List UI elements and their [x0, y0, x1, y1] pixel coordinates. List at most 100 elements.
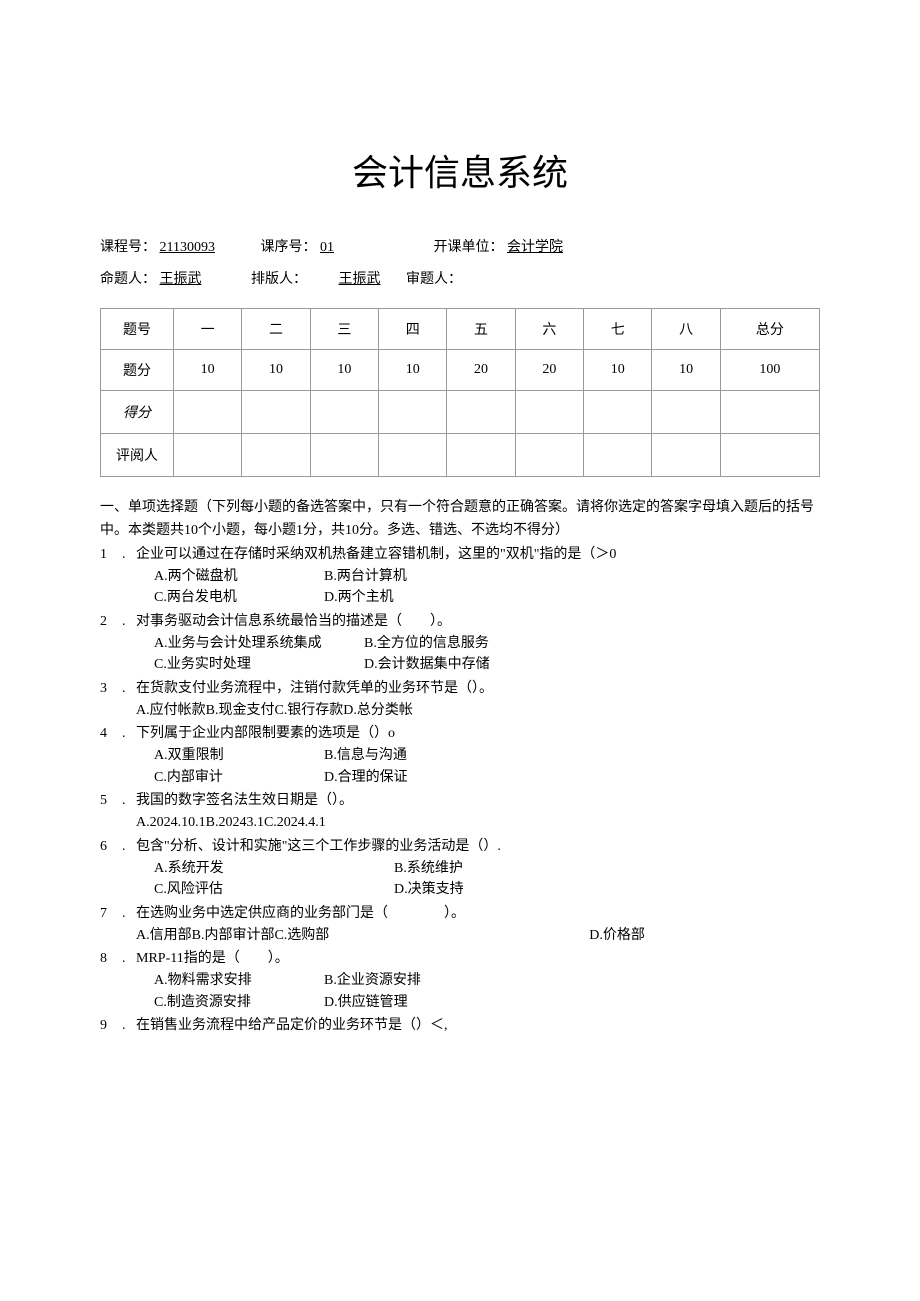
points-2: 10 [242, 350, 310, 391]
question-dot: . [122, 611, 136, 676]
option-cell: B.系统维护 [394, 858, 634, 880]
question-body: 下列属于企业内部限制要素的选项是（）oA.双重限制B.信息与沟通C.内部审计D.… [136, 723, 820, 788]
question-dot: . [122, 790, 136, 833]
score-cell [447, 391, 515, 434]
meta-row-2: 命题人： 王振武 排版人： 王振武 审题人： [100, 268, 820, 288]
option-cell: D.决策支持 [394, 879, 634, 901]
typeset-label: 排版人： [251, 268, 307, 288]
marker-cell [447, 434, 515, 477]
question-stem: MRP-11指的是（ ）。 [136, 948, 820, 970]
question-inline-options: A.信用部B.内部审计部C.选购部D.价格部 [136, 925, 820, 947]
th-qno: 题号 [101, 309, 174, 350]
points-8: 10 [652, 350, 720, 391]
marker-label: 评阅人 [101, 434, 174, 477]
question-dot: . [122, 1015, 136, 1037]
question-body: 对事务驱动会计信息系统最恰当的描述是（ ）。A.业务与会计处理系统集成B.全方位… [136, 611, 820, 676]
seq-no-label: 课序号： [260, 236, 316, 256]
score-cell [174, 391, 242, 434]
question-body: 在销售业务流程中给产品定价的业务环节是（）＜, [136, 1015, 820, 1037]
option-cell: C.风险评估 [154, 879, 394, 901]
option-cell: A.系统开发 [154, 858, 394, 880]
question-stem: 对事务驱动会计信息系统最恰当的描述是（ ）。 [136, 611, 820, 633]
question-number: 6 [100, 836, 122, 901]
question-item: 9.在销售业务流程中给产品定价的业务环节是（）＜, [100, 1015, 820, 1037]
question-inline-options: A.应付帐款B.现金支付C.银行存款D.总分类帐 [136, 700, 820, 722]
question-item: 4.下列属于企业内部限制要素的选项是（）oA.双重限制B.信息与沟通C.内部审计… [100, 723, 820, 788]
points-7: 10 [584, 350, 652, 391]
dept-value: 会计学院 [507, 236, 563, 256]
table-score-row: 得分 [101, 391, 820, 434]
table-header-row: 题号 一 二 三 四 五 六 七 八 总分 [101, 309, 820, 350]
th-7: 七 [584, 309, 652, 350]
course-no-label: 课程号： [100, 236, 156, 256]
th-2: 二 [242, 309, 310, 350]
questions-list: 1.企业可以通过在存储时采纳双机热备建立容错机制，这里的"双机"指的是（＞0A.… [100, 544, 820, 1037]
meta-row-1: 课程号： 21130093 课序号： 01 开课单位： 会计学院 [100, 236, 820, 256]
question-item: 5.我国的数字签名法生效日期是（）。A.2024.10.1B.20243.1C.… [100, 790, 820, 833]
score-cell [720, 391, 819, 434]
score-cell [515, 391, 583, 434]
option-row: A.系统开发B.系统维护 [154, 858, 820, 880]
option-row: C.制造资源安排D.供应链管理 [154, 992, 820, 1014]
question-stem: 下列属于企业内部限制要素的选项是（）o [136, 723, 820, 745]
option-cell: A.物料需求安排 [154, 970, 324, 992]
points-1: 10 [174, 350, 242, 391]
marker-cell [652, 434, 720, 477]
th-5: 五 [447, 309, 515, 350]
question-body: 在货款支付业务流程中，注销付款凭单的业务环节是（）。A.应付帐款B.现金支付C.… [136, 678, 820, 721]
option-cell: D.合理的保证 [324, 767, 494, 789]
question-number: 3 [100, 678, 122, 721]
marker-cell [584, 434, 652, 477]
page-title: 会计信息系统 [100, 144, 820, 196]
question-item: 6.包含"分析、设计和实施"这三个工作步骤的业务活动是（）.A.系统开发B.系统… [100, 836, 820, 901]
points-label: 题分 [101, 350, 174, 391]
question-dot: . [122, 903, 136, 946]
question-options: A.两个磁盘机B.两台计算机C.两台发电机D.两个主机 [154, 566, 820, 609]
typeset-value: 王振武 [339, 268, 381, 288]
question-body: 企业可以通过在存储时采纳双机热备建立容错机制，这里的"双机"指的是（＞0A.两个… [136, 544, 820, 609]
question-number: 8 [100, 948, 122, 1013]
th-total: 总分 [720, 309, 819, 350]
score-cell [379, 391, 447, 434]
option-cell: A.业务与会计处理系统集成 [154, 633, 364, 655]
option-row: A.两个磁盘机B.两台计算机 [154, 566, 820, 588]
option-cell: B.企业资源安排 [324, 970, 494, 992]
question-dot: . [122, 544, 136, 609]
option-cell: A.双重限制 [154, 745, 324, 767]
points-5: 20 [447, 350, 515, 391]
question-dot: . [122, 836, 136, 901]
author-label: 命题人： [100, 268, 156, 288]
option-cell: D.会计数据集中存储 [364, 654, 574, 676]
table-points-row: 题分 10 10 10 10 20 20 10 10 100 [101, 350, 820, 391]
section-1-heading: 一、单项选择题（下列每小题的备选答案中，只有一个符合题意的正确答案。请将你选定的… [100, 497, 820, 542]
th-4: 四 [379, 309, 447, 350]
question-stem: 在选购业务中选定供应商的业务部门是（ ）。 [136, 903, 820, 925]
option-cell: B.全方位的信息服务 [364, 633, 574, 655]
question-dot: . [122, 723, 136, 788]
dept-label: 开课单位： [433, 236, 503, 256]
question-options: A.系统开发B.系统维护C.风险评估D.决策支持 [154, 858, 820, 901]
question-number: 1 [100, 544, 122, 609]
question-stem: 包含"分析、设计和实施"这三个工作步骤的业务活动是（）. [136, 836, 820, 858]
th-3: 三 [310, 309, 378, 350]
option-abc: A.信用部B.内部审计部C.选购部 [136, 928, 329, 943]
question-item: 1.企业可以通过在存储时采纳双机热备建立容错机制，这里的"双机"指的是（＞0A.… [100, 544, 820, 609]
option-cell: C.两台发电机 [154, 587, 324, 609]
question-options: A.双重限制B.信息与沟通C.内部审计D.合理的保证 [154, 745, 820, 788]
points-total: 100 [720, 350, 819, 391]
option-cell: A.两个磁盘机 [154, 566, 324, 588]
option-cell: C.制造资源安排 [154, 992, 324, 1014]
th-1: 一 [174, 309, 242, 350]
option-row: A.双重限制B.信息与沟通 [154, 745, 820, 767]
course-no-value: 21130093 [160, 240, 215, 256]
question-dot: . [122, 948, 136, 1013]
option-row: C.业务实时处理D.会计数据集中存储 [154, 654, 820, 676]
question-number: 4 [100, 723, 122, 788]
option-cell: C.业务实时处理 [154, 654, 364, 676]
score-cell [242, 391, 310, 434]
marker-cell [515, 434, 583, 477]
marker-cell [720, 434, 819, 477]
points-4: 10 [379, 350, 447, 391]
question-item: 7.在选购业务中选定供应商的业务部门是（ ）。A.信用部B.内部审计部C.选购部… [100, 903, 820, 946]
option-cell: D.供应链管理 [324, 992, 494, 1014]
